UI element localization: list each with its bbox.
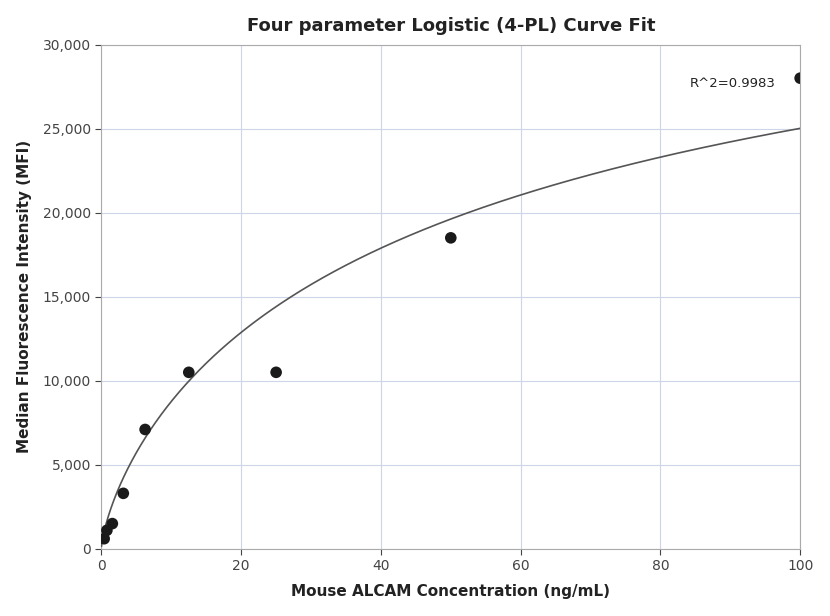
Point — [117, 488, 130, 498]
Point — [100, 525, 114, 535]
Point — [444, 233, 457, 243]
Point — [139, 424, 152, 434]
Point — [793, 73, 807, 83]
Y-axis label: Median Fluorescence Intensity (MFI): Median Fluorescence Intensity (MFI) — [17, 140, 32, 453]
X-axis label: Mouse ALCAM Concentration (ng/mL): Mouse ALCAM Concentration (ng/mL) — [291, 585, 610, 599]
Point — [182, 367, 195, 377]
Point — [270, 367, 283, 377]
Text: R^2=0.9983: R^2=0.9983 — [690, 78, 776, 91]
Title: Four parameter Logistic (4-PL) Curve Fit: Four parameter Logistic (4-PL) Curve Fit — [247, 17, 655, 34]
Point — [105, 519, 119, 529]
Point — [98, 534, 111, 544]
